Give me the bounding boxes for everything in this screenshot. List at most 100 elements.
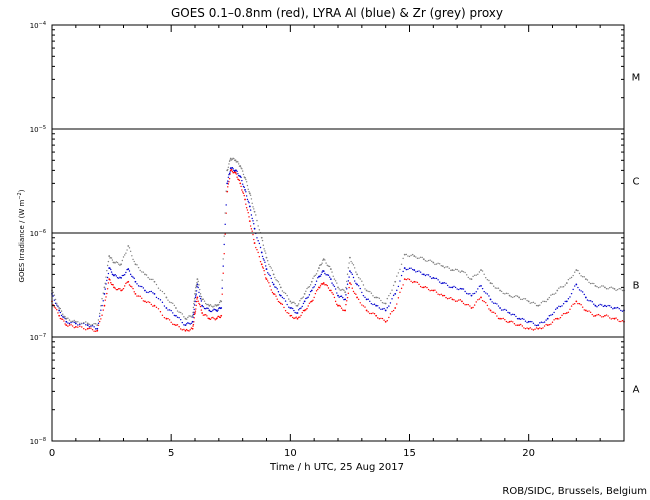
data-point	[604, 304, 606, 307]
data-point	[367, 290, 369, 293]
data-point	[93, 326, 95, 328]
data-point	[188, 330, 190, 332]
data-point	[230, 169, 233, 171]
data-point	[137, 285, 140, 287]
data-point	[312, 277, 314, 280]
data-point	[278, 294, 281, 296]
data-point	[256, 249, 258, 251]
data-point	[133, 291, 135, 293]
data-point	[305, 290, 307, 292]
flare-class-a: A	[633, 384, 640, 395]
data-point	[512, 313, 514, 316]
data-point	[118, 263, 120, 265]
data-point	[228, 174, 230, 176]
data-point	[123, 274, 126, 276]
data-point	[453, 285, 455, 288]
data-point	[202, 306, 205, 308]
data-point	[120, 277, 123, 279]
data-point	[413, 280, 416, 283]
data-point	[454, 268, 457, 271]
data-point	[612, 317, 614, 320]
data-point	[149, 290, 151, 293]
data-point	[193, 300, 195, 302]
data-point	[551, 313, 554, 316]
data-point	[383, 307, 385, 310]
data-point	[232, 168, 234, 170]
data-point	[276, 280, 278, 282]
data-point	[210, 317, 213, 319]
flare-class-b: B	[633, 280, 640, 291]
data-point	[520, 323, 522, 326]
data-point	[283, 291, 285, 294]
data-point	[435, 277, 438, 280]
data-point	[170, 301, 172, 304]
data-point	[112, 284, 114, 286]
data-point	[319, 285, 322, 287]
data-point	[540, 321, 543, 323]
data-point	[259, 260, 262, 263]
data-point	[553, 311, 555, 314]
data-point	[293, 301, 295, 303]
data-point	[400, 287, 403, 290]
x-tick-label: 0	[49, 448, 55, 459]
data-point	[256, 219, 258, 222]
data-point	[378, 297, 381, 300]
data-point	[197, 300, 199, 302]
data-point	[106, 292, 108, 295]
data-point	[132, 287, 134, 290]
data-point	[386, 307, 388, 309]
data-point	[284, 300, 287, 302]
data-point	[97, 319, 100, 321]
data-point	[314, 274, 317, 277]
data-point	[329, 278, 332, 281]
data-point	[265, 268, 268, 270]
data-point	[400, 274, 403, 277]
data-point	[441, 265, 444, 268]
data-point	[253, 223, 255, 225]
x-tick-label: 5	[168, 448, 174, 459]
data-point	[362, 284, 365, 286]
data-point	[198, 291, 200, 294]
data-point	[389, 292, 392, 295]
data-point	[415, 281, 417, 283]
data-point	[504, 293, 506, 295]
data-point	[180, 328, 182, 330]
data-point	[377, 296, 379, 299]
data-point	[384, 302, 387, 305]
data-point	[193, 321, 195, 323]
data-point	[326, 264, 328, 267]
data-point	[569, 296, 571, 298]
data-point	[403, 278, 406, 281]
data-point	[348, 262, 350, 264]
data-point	[456, 268, 458, 271]
data-point	[241, 191, 244, 193]
data-point	[305, 297, 307, 300]
data-point	[115, 261, 118, 263]
data-point	[150, 290, 153, 293]
data-point	[214, 304, 216, 306]
data-point	[572, 274, 574, 277]
data-point	[118, 288, 120, 290]
data-point	[510, 320, 512, 323]
data-point	[233, 171, 235, 174]
data-point	[526, 321, 528, 324]
data-point	[184, 329, 187, 332]
data-point	[422, 258, 425, 261]
data-point	[462, 302, 465, 305]
data-point	[297, 309, 300, 311]
data-point	[537, 324, 540, 327]
data-point	[185, 323, 188, 325]
data-point	[516, 324, 519, 326]
data-point	[445, 266, 447, 268]
data-point	[408, 278, 411, 281]
data-point	[367, 311, 369, 313]
data-point	[190, 316, 193, 318]
data-point	[373, 296, 376, 299]
data-point	[238, 179, 241, 182]
data-point	[265, 256, 268, 259]
data-point	[314, 292, 317, 295]
data-point	[223, 235, 225, 237]
data-point	[448, 286, 450, 288]
data-point	[91, 324, 94, 326]
data-point	[93, 322, 95, 325]
